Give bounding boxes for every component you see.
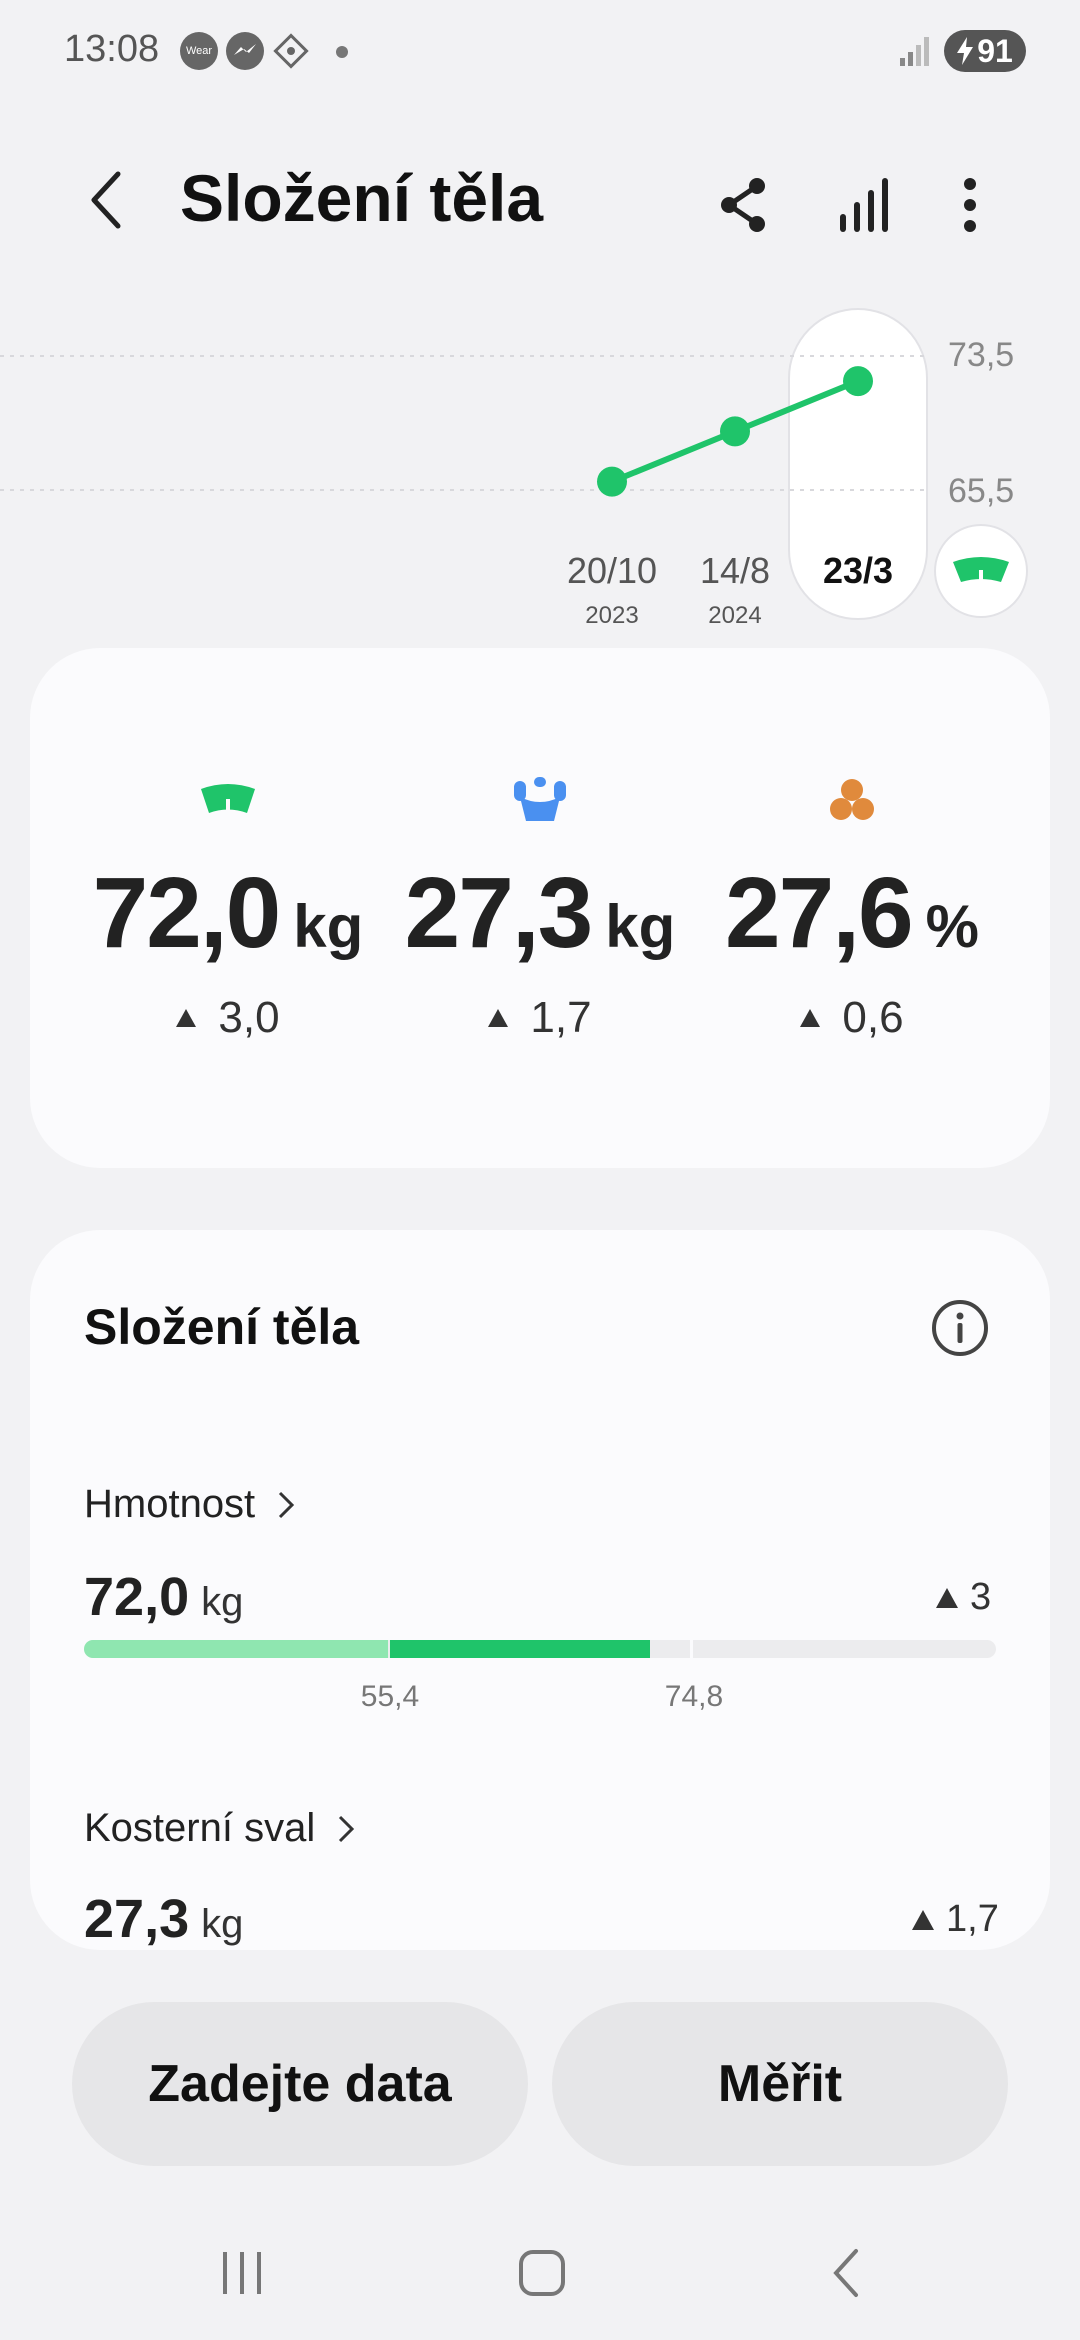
body-fat-delta: 0,6 xyxy=(842,993,904,1042)
charging-icon xyxy=(957,37,974,65)
increase-icon xyxy=(176,1009,197,1027)
nav-back-icon xyxy=(833,2249,858,2297)
chart-point-2[interactable] xyxy=(843,366,873,397)
range-segment-current xyxy=(390,1640,650,1658)
chart-button[interactable] xyxy=(824,165,904,245)
muscle-delta: 1,7 xyxy=(530,993,592,1042)
date-label-1[interactable]: 14/8 xyxy=(699,550,771,591)
body-fat-unit: % xyxy=(925,893,979,960)
weight-unit: kg xyxy=(293,893,364,960)
measurement-type-button[interactable] xyxy=(934,524,1028,618)
range-high-label: 74,8 xyxy=(664,1680,724,1713)
bar-chart-icon xyxy=(840,178,888,232)
weight-row-value: 72,0 kg xyxy=(84,1566,243,1628)
metric-weight[interactable]: 72,0 kg 3,0 xyxy=(68,770,388,1043)
chart-point-0[interactable] xyxy=(597,466,627,497)
recent-apps-icon xyxy=(223,2252,261,2294)
weight-row-unit: kg xyxy=(201,1580,244,1624)
muscle-row-label: Kosterní sval xyxy=(84,1806,316,1850)
metric-body-fat[interactable]: 27,6 % 0,6 xyxy=(692,770,1012,1043)
muscle-row-link[interactable]: Kosterní sval xyxy=(84,1806,355,1851)
muscle-row-delta: 1,7 xyxy=(912,1898,999,1941)
chevron-right-icon xyxy=(339,1815,355,1842)
measure-button[interactable]: Měřit xyxy=(552,2002,1008,2166)
app-icon xyxy=(272,32,310,70)
increase-icon xyxy=(912,1909,934,1930)
increase-icon xyxy=(936,1587,958,1608)
muscle-row-value: 27,3 kg xyxy=(84,1888,243,1950)
enter-data-button[interactable]: Zadejte data xyxy=(72,2002,528,2166)
wear-icon: Wear xyxy=(180,32,218,70)
muscle-unit: kg xyxy=(605,893,676,960)
wear-icon-label: Wear xyxy=(185,45,213,57)
date-label-0[interactable]: 20/10 xyxy=(566,550,658,591)
body-fat-value: 27,6 xyxy=(725,857,914,969)
battery-level: 91 xyxy=(977,32,1013,69)
page-title: Složení těla xyxy=(180,161,544,235)
weight-range-bar xyxy=(84,1640,996,1658)
increase-icon xyxy=(488,1009,509,1027)
y-tick-bottom: 65,5 xyxy=(948,472,1015,510)
range-segment-below xyxy=(84,1640,388,1658)
body-composition-card xyxy=(30,1230,1050,1950)
chart-point-1[interactable] xyxy=(720,416,750,447)
weight-delta: 3,0 xyxy=(218,993,280,1042)
selected-date-highlight[interactable] xyxy=(788,308,928,620)
back-arrow-icon xyxy=(91,171,121,229)
year-label-0: 2023 xyxy=(585,602,639,629)
weight-trend-chart[interactable] xyxy=(0,300,1080,640)
date-label-selected[interactable]: 23/3 xyxy=(822,550,894,591)
more-button[interactable] xyxy=(930,165,1010,245)
metric-muscle[interactable]: 27,3 kg 1,7 xyxy=(380,770,700,1043)
home-icon xyxy=(519,2250,565,2296)
recent-apps-button[interactable] xyxy=(202,2238,282,2308)
scale-icon xyxy=(201,784,255,813)
share-icon xyxy=(721,178,765,232)
section-title: Složení těla xyxy=(84,1299,360,1355)
scale-icon xyxy=(953,557,1009,582)
increase-icon xyxy=(800,1009,821,1027)
status-time: 13:08 xyxy=(64,28,160,70)
year-label-1: 2024 xyxy=(708,602,762,629)
summary-card[interactable] xyxy=(30,648,1050,1168)
weight-value: 72,0 xyxy=(92,857,282,969)
share-button[interactable] xyxy=(704,165,784,245)
range-low-label: 55,4 xyxy=(360,1680,420,1713)
messenger-icon xyxy=(226,32,264,70)
back-button[interactable] xyxy=(78,160,134,240)
muscle-row-unit: kg xyxy=(201,1902,244,1946)
weight-row-delta: 3 xyxy=(936,1576,991,1619)
battery-indicator: 91 xyxy=(944,30,1026,72)
weight-row-number: 72,0 xyxy=(84,1567,190,1627)
muscle-row-delta-value: 1,7 xyxy=(946,1898,999,1940)
range-separator xyxy=(690,1640,693,1658)
muscle-icon xyxy=(514,777,566,821)
more-icon xyxy=(964,178,976,232)
notification-dot xyxy=(336,46,348,58)
muscle-value: 27,3 xyxy=(404,857,594,969)
weight-row-label: Hmotnost xyxy=(84,1482,256,1526)
info-icon[interactable] xyxy=(930,1298,990,1358)
weight-row-link[interactable]: Hmotnost xyxy=(84,1482,295,1527)
weight-row-delta-value: 3 xyxy=(970,1576,992,1618)
fat-icon xyxy=(830,779,874,820)
y-tick-top: 73,5 xyxy=(948,336,1015,374)
muscle-row-number: 27,3 xyxy=(84,1889,190,1949)
signal-icon xyxy=(900,37,929,66)
nav-back-button[interactable] xyxy=(806,2238,886,2308)
chevron-right-icon xyxy=(279,1491,295,1518)
home-button[interactable] xyxy=(502,2238,582,2308)
